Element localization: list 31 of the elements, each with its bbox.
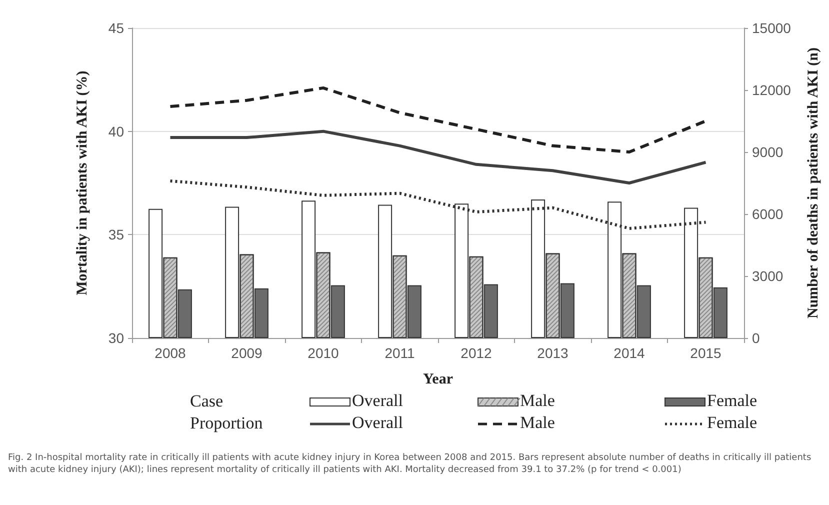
legend-label: Male: [520, 413, 555, 432]
y2-axis-title: Number of deaths in patients with AKI (n): [806, 47, 822, 319]
x-tick-label: 2012: [460, 345, 492, 361]
legend-title: Case Proportion: [190, 392, 264, 432]
y-tick-label: 35: [108, 226, 124, 243]
line-series: [168, 130, 708, 184]
y-axis-title: Mortality in patients with AKI (%): [74, 70, 90, 296]
y2-tick-label: 12000: [752, 82, 792, 98]
y-tick-label: 45: [108, 20, 124, 36]
legend-label: Male: [520, 391, 555, 410]
line-series: [168, 86, 708, 154]
legend-label: Overall: [352, 391, 404, 410]
y2-tick-label: 9000: [752, 144, 784, 160]
caption: Fig. 2 In-hospital mortality rate in critically ill patients with acute kidney injury in Korea between 2008 and 2015. Bars represent absolute number of deaths in critically ill patients with acute kidney injury (AKI); lines represent mortality of critically ill patients with AKI. Mortality decreased from 39.1 to 37.2% (p for trend < 0.001): [8, 452, 812, 476]
y2-tick-label: 0: [752, 330, 760, 346]
legend-label: Female: [707, 413, 758, 432]
x-tick-label: 2008: [154, 345, 186, 361]
y-tick-label: 40: [108, 123, 124, 140]
x-tick-label: 2010: [308, 345, 340, 361]
x-tick-label: 2014: [614, 345, 646, 361]
x-tick-label: 2009: [231, 345, 263, 361]
y-tick-label: 30: [108, 330, 124, 346]
x-axis-title: Year: [423, 372, 454, 388]
y2-tick-label: 15000: [752, 20, 792, 36]
x-tick-label: 2011: [384, 345, 416, 361]
legend-label: Overall: [352, 413, 404, 432]
y2-tick-label: 3000: [752, 268, 784, 284]
x-tick-label: 2015: [690, 345, 722, 361]
x-tick-label: 2013: [537, 345, 569, 361]
y2-tick-label: 6000: [752, 206, 784, 222]
legend-label: Female: [707, 391, 758, 410]
